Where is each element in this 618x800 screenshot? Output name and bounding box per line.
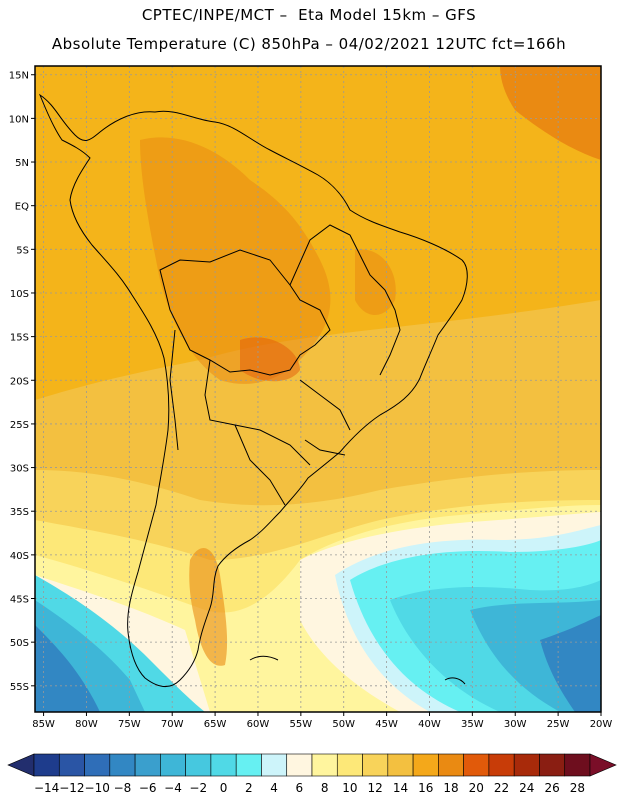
latitude-labels: 15N 10N 5N EQ 5S 10S 15S 20S 25S 30S 35S 40S 45S 50S 5… — [9, 71, 29, 693]
colorbar-swatch — [539, 753, 566, 777]
colorbar-label: 4 — [270, 781, 278, 795]
lat-label: 30S — [10, 464, 29, 475]
lat-label: 40S — [10, 551, 29, 562]
lon-label: 25W — [547, 719, 570, 730]
colorbar-swatch — [412, 753, 439, 777]
colorbar-swatch — [210, 753, 237, 777]
field-land-warm — [140, 137, 331, 384]
colorbar-label: 2 — [245, 781, 253, 795]
field-band-m8-sw — [35, 625, 100, 712]
colorbar-swatch — [185, 753, 212, 777]
colorbar-swatch — [463, 753, 490, 777]
colorbar-swatch — [564, 753, 591, 777]
lat-label: 55S — [10, 682, 29, 693]
colorbar-swatch — [362, 753, 389, 777]
colorbar-label: −14 — [34, 781, 59, 795]
colorbar-label: 26 — [544, 781, 559, 795]
colorbar-high-arrow — [589, 753, 617, 777]
lat-label: 15N — [9, 71, 29, 82]
colorbar-swatch — [33, 753, 60, 777]
colorbar-swatch — [513, 753, 540, 777]
longitude-labels: 85W 80W 75W 70W 65W 60W 55W 50W 45W 40W 35W 30W 25W 2… — [32, 719, 612, 730]
colorbar-label: 18 — [443, 781, 458, 795]
field-band-20-ne — [500, 66, 601, 160]
lat-label: 10N — [9, 114, 29, 125]
colorbar-label: 16 — [418, 781, 433, 795]
colorbar-swatch — [160, 753, 186, 777]
axis-ticks — [31, 74, 602, 716]
colorbar: −14 −12 −10 −8 −6 −4 −2 0 2 4 6 8 10 12 14 16 18 20 22 24 26… — [7, 753, 617, 795]
lon-label: 85W — [32, 719, 55, 730]
lon-label: 55W — [290, 719, 313, 730]
lat-label: 45S — [10, 595, 29, 606]
colorbar-swatch — [134, 753, 161, 777]
colorbar-label: 8 — [321, 781, 329, 795]
field-patagonia-warm — [189, 548, 228, 666]
lat-label: 25S — [10, 420, 29, 431]
lat-lon-grid — [35, 66, 601, 712]
lon-label: 50W — [332, 719, 355, 730]
colorbar-label: −4 — [164, 781, 182, 795]
map-frame — [34, 65, 602, 713]
lat-label: 20S — [10, 376, 29, 387]
colorbar-swatch — [336, 753, 363, 777]
lat-label: 5S — [16, 245, 29, 256]
lat-label: 5N — [15, 158, 29, 169]
lon-label: 45W — [375, 719, 398, 730]
field-layer — [35, 66, 601, 712]
colorbar-swatch — [311, 753, 338, 777]
chart-title-line1: CPTEC/INPE/MCT – Eta Model 15km – GFS — [141, 6, 477, 24]
colorbar-label: 0 — [220, 781, 228, 795]
colorbar-label: 28 — [570, 781, 585, 795]
lat-label: 35S — [10, 507, 29, 518]
colorbar-swatch — [488, 753, 515, 777]
colorbar-label: 20 — [469, 781, 484, 795]
colorbar-swatch — [58, 753, 85, 777]
colorbar-label: −10 — [85, 781, 110, 795]
colorbar-label: 10 — [342, 781, 357, 795]
colorbar-label: −2 — [189, 781, 207, 795]
colorbar-swatch — [109, 753, 136, 777]
lon-label: 65W — [204, 719, 227, 730]
lon-label: 60W — [247, 719, 270, 730]
coastlines — [38, 93, 468, 687]
colorbar-label: 12 — [368, 781, 383, 795]
colorbar-swatch — [235, 753, 262, 777]
field-band-m8 — [540, 615, 601, 712]
lon-label: 40W — [418, 719, 441, 730]
colorbar-label: 6 — [296, 781, 304, 795]
lat-label: 10S — [10, 289, 29, 300]
lat-label: EQ — [15, 202, 29, 213]
colorbar-swatch — [438, 753, 464, 777]
lon-label: 30W — [504, 719, 527, 730]
colorbar-low-arrow — [7, 753, 35, 777]
colorbar-label: −8 — [114, 781, 132, 795]
colorbar-swatch — [387, 753, 414, 777]
colorbar-swatch — [261, 753, 288, 777]
colorbar-label: 22 — [494, 781, 509, 795]
field-land-hot — [240, 337, 300, 382]
lon-label: 70W — [161, 719, 184, 730]
lon-label: 20W — [590, 719, 613, 730]
colorbar-swatch — [84, 753, 111, 777]
lat-label: 50S — [10, 638, 29, 649]
lat-label: 15S — [10, 333, 29, 344]
colorbar-label: −6 — [139, 781, 157, 795]
colorbar-label: −12 — [59, 781, 84, 795]
lon-label: 75W — [118, 719, 141, 730]
lon-label: 35W — [461, 719, 484, 730]
lon-label: 80W — [75, 719, 98, 730]
colorbar-label: 14 — [393, 781, 408, 795]
chart-title-line2: Absolute Temperature (C) 850hPa – 04/02/… — [51, 35, 567, 53]
colorbar-label: 24 — [519, 781, 534, 795]
colorbar-swatch — [286, 753, 313, 777]
